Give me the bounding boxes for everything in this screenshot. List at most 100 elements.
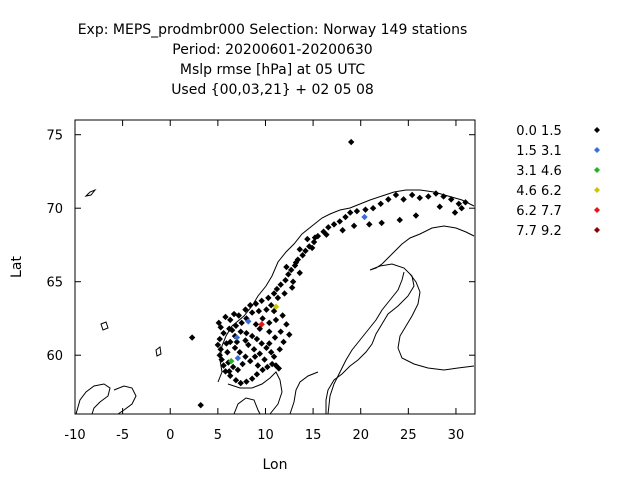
station-marker [366,221,373,228]
station-marker [273,285,281,293]
station-marker [252,321,260,328]
station-marker [436,203,443,210]
station-marker [261,356,268,363]
shetland-coast [155,346,162,357]
station-marker [304,235,311,243]
station-marker [230,310,238,318]
x-tick-label: 0 [166,428,174,443]
x-tick-label: 20 [352,428,369,443]
x-tick-label: 30 [448,428,465,443]
station-marker [248,309,256,316]
station-marker [232,322,240,329]
station-marker [385,196,392,203]
station-marker [243,329,250,337]
station-marker [267,302,275,309]
legend-marker [594,187,600,193]
station-marker [277,281,284,288]
station-marker [232,376,240,384]
station-marker [251,353,259,360]
station-marker [270,353,278,360]
legend-marker [594,147,600,153]
station-marker [272,316,280,324]
station-marker [222,313,229,321]
station-marker [229,363,237,371]
y-tick-label: 70 [46,202,63,217]
station-marker [233,334,241,341]
station-marker [283,321,290,328]
station-marker [265,294,272,302]
station-marker [258,297,265,305]
station-marker [226,368,233,375]
station-marker [227,357,235,365]
station-marker [217,346,224,353]
station-marker [378,219,385,227]
station-marker [237,379,244,387]
station-marker [280,338,287,346]
southern-scandinavia-coast [227,371,319,415]
x-tick-label: -10 [64,428,85,443]
station-marker [311,234,319,241]
station-marker [336,218,343,225]
station-markers [188,138,469,409]
station-marker [288,284,296,291]
station-marker [223,340,230,347]
station-marker [254,362,262,369]
station-marker [239,360,246,368]
station-marker [271,334,279,341]
legend: 0.0 1.5 1.5 3.1 3.1 4.6 4.6 6.2 6.2 7.7 7.7 9… [516,124,600,239]
faroe-islands-coast [100,321,109,331]
station-marker [253,371,261,378]
station-marker [247,302,254,309]
station-marker [242,306,249,313]
station-marker [243,378,250,385]
station-marker [283,263,290,271]
station-marker [296,269,303,277]
station-marker [285,271,292,278]
station-marker [272,303,280,310]
chart-title-line-4: Used {00,03,21} + 02 05 08 [171,82,374,98]
station-marker [231,344,239,352]
station-marker [392,191,400,199]
station-marker [302,247,309,255]
station-marker [227,338,234,346]
station-marker [234,354,242,362]
station-marker [440,193,447,200]
station-marker [412,212,420,219]
gulf-of-bothnia-coast [327,271,405,415]
station-marker [197,401,204,409]
x-tick-label: 25 [400,428,417,443]
legend-label: 4.6 6.2 [516,184,561,199]
station-marker [258,340,265,347]
station-marker [227,316,234,324]
station-marker [347,138,355,146]
station-marker [270,290,278,297]
chart-title-line-2: Period: 20200601-20200630 [172,42,373,58]
plot-frame [74,119,476,415]
y-tick-label: 60 [46,349,63,364]
station-marker [432,190,440,197]
station-marker [234,366,242,374]
station-marker [259,366,266,374]
station-marker [247,357,254,365]
station-marker [235,312,243,319]
station-marker [242,337,249,344]
british-isles-coast [75,383,137,415]
legend-label: 0.0 1.5 [516,124,561,139]
station-marker [255,307,263,315]
denmark-coast [233,397,261,415]
y-tick-label: 65 [46,276,63,291]
station-marker [339,227,346,234]
station-marker [408,191,416,199]
station-marker [425,193,432,200]
legend-label: 7.7 9.2 [516,224,561,239]
legend-marker [594,207,600,213]
station-marker [242,353,249,360]
station-marker [462,199,469,206]
chart-title-line-3: Mslp rmse [hPa] at 05 UTC [179,62,366,78]
y-axis-label: Lat [9,256,25,278]
station-marker [214,341,222,349]
x-axis-label: Lon [263,457,288,473]
station-marker [264,363,271,371]
station-marker [276,346,283,353]
